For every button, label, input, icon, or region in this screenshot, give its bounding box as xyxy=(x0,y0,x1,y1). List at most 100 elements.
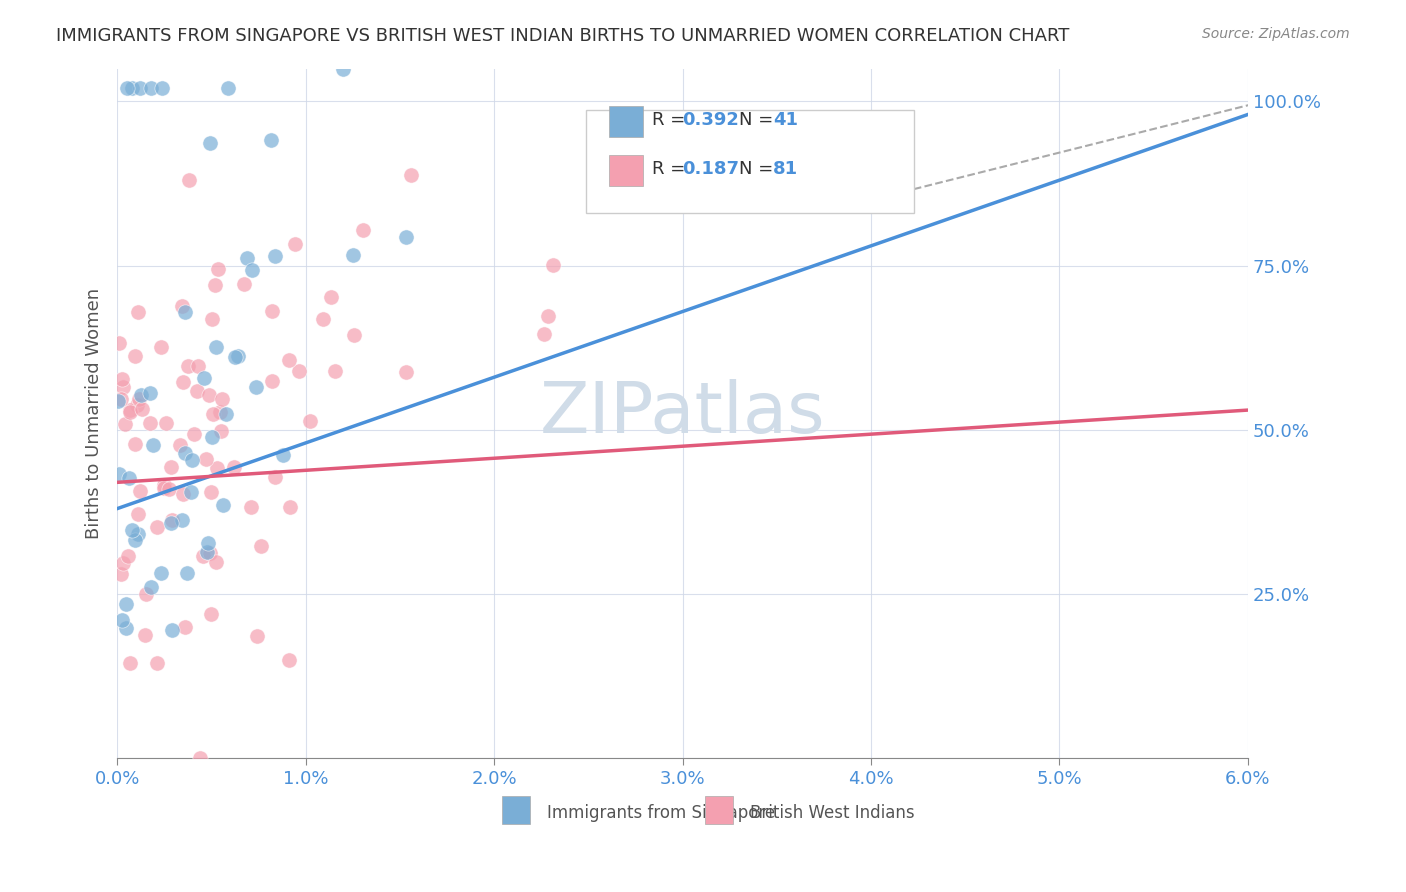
Point xyxy=(319,289,342,303)
Point xyxy=(195,544,218,558)
Point xyxy=(202,408,225,422)
Point xyxy=(197,536,219,550)
Point xyxy=(146,520,169,534)
Point xyxy=(129,388,152,402)
Point xyxy=(108,467,131,481)
Point xyxy=(153,478,176,492)
Point xyxy=(139,81,162,95)
Point xyxy=(124,533,146,548)
Point xyxy=(232,277,254,291)
Point xyxy=(110,566,132,581)
Point xyxy=(120,403,142,417)
Point xyxy=(110,372,132,386)
Point xyxy=(224,459,246,474)
Point xyxy=(264,249,287,263)
Point xyxy=(299,414,322,428)
Point xyxy=(124,436,146,450)
Point xyxy=(246,629,269,643)
Point xyxy=(395,230,418,244)
FancyBboxPatch shape xyxy=(609,106,643,137)
Point xyxy=(201,430,224,444)
Point xyxy=(135,587,157,601)
Point xyxy=(226,349,249,363)
Point xyxy=(240,500,263,514)
FancyBboxPatch shape xyxy=(502,797,530,823)
Point xyxy=(278,653,301,667)
Point xyxy=(200,607,222,622)
Point xyxy=(118,405,141,419)
Point xyxy=(215,407,238,421)
Point xyxy=(217,81,239,95)
Point xyxy=(139,580,162,594)
Point xyxy=(110,392,132,406)
Point xyxy=(176,566,198,580)
FancyBboxPatch shape xyxy=(609,154,643,186)
Point xyxy=(129,483,152,498)
Point xyxy=(108,336,131,351)
Point xyxy=(127,305,149,319)
FancyBboxPatch shape xyxy=(586,110,914,213)
Point xyxy=(128,392,150,406)
Point xyxy=(121,524,143,538)
Point xyxy=(170,299,193,313)
Point xyxy=(169,437,191,451)
Point xyxy=(157,482,180,496)
Point xyxy=(107,394,129,409)
Point xyxy=(537,309,560,323)
Point xyxy=(173,446,195,460)
Point xyxy=(118,656,141,670)
Point xyxy=(245,380,267,394)
Point xyxy=(260,303,283,318)
Point xyxy=(240,263,263,277)
Point xyxy=(160,460,183,475)
Point xyxy=(172,513,194,527)
Point xyxy=(152,81,174,95)
Point xyxy=(111,380,134,394)
Point xyxy=(193,371,215,385)
Point xyxy=(174,619,197,633)
Text: 81: 81 xyxy=(773,160,799,178)
Point xyxy=(211,392,233,406)
Point xyxy=(288,364,311,378)
Point xyxy=(117,549,139,563)
Point xyxy=(138,386,160,401)
Point xyxy=(117,471,139,485)
Point xyxy=(128,81,150,95)
Point xyxy=(186,384,208,399)
Point xyxy=(200,485,222,500)
Point xyxy=(152,481,174,495)
Point xyxy=(131,402,153,417)
Point xyxy=(177,173,200,187)
Point xyxy=(111,613,134,627)
Point xyxy=(149,340,172,354)
Text: 0.392: 0.392 xyxy=(682,112,740,129)
Point xyxy=(323,364,346,378)
Point xyxy=(207,261,229,276)
Text: Immigrants from Singapore: Immigrants from Singapore xyxy=(547,805,775,822)
Point xyxy=(112,557,135,571)
Point xyxy=(236,251,259,265)
Point xyxy=(187,359,209,373)
Text: R =: R = xyxy=(652,160,690,178)
Point xyxy=(159,516,181,530)
Point xyxy=(115,597,138,611)
Point xyxy=(352,223,374,237)
Point xyxy=(278,500,301,515)
Text: British West Indians: British West Indians xyxy=(751,805,915,822)
Point xyxy=(209,405,232,419)
Point xyxy=(114,417,136,431)
Point xyxy=(201,312,224,326)
Point xyxy=(541,258,564,272)
Point xyxy=(134,628,156,642)
Y-axis label: Births to Unmarried Women: Births to Unmarried Women xyxy=(86,288,103,539)
Point xyxy=(343,327,366,342)
Point xyxy=(127,507,149,521)
Point xyxy=(200,546,222,560)
Point xyxy=(142,437,165,451)
Point xyxy=(198,388,221,402)
FancyBboxPatch shape xyxy=(706,797,734,823)
Point xyxy=(342,248,364,262)
Point xyxy=(277,352,299,367)
Point xyxy=(284,236,307,251)
Text: N =: N = xyxy=(740,160,779,178)
